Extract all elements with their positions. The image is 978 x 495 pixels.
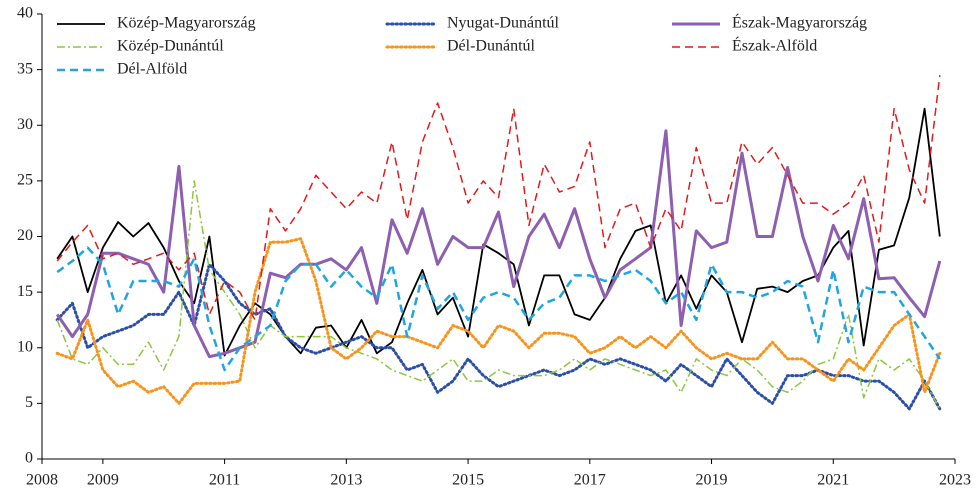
legend-label: Közép-Dunántúl [117,38,224,55]
x-tick-label: 2015 [452,472,484,489]
series-line [56,180,941,410]
series-line [55,129,942,359]
series-line [55,237,942,405]
y-tick-label: 15 [17,283,33,300]
x-tick-label: 2019 [696,472,728,489]
x-tick-label: 2008 [26,472,58,489]
x-tick-label: 2013 [330,472,362,489]
y-tick-label: 25 [17,172,33,189]
x-tick-label: 2011 [209,472,240,489]
x-tick-label: 2017 [574,472,606,489]
y-tick-label: 10 [17,338,33,355]
legend-label: Nyugat-Dunántúl [447,15,560,32]
y-tick-label: 5 [25,394,33,411]
series-line [55,262,942,411]
x-tick-label: 2021 [817,472,849,489]
legend-label: Észak-Magyarország [732,13,867,32]
legend-label: Közép-Magyarország [117,15,256,32]
legend-label: Észak-Alföld [732,36,817,55]
series-line [56,246,941,372]
y-tick-label: 20 [17,227,33,244]
series-line [56,107,941,357]
x-tick-label: 2023 [939,472,971,489]
y-tick-label: 0 [25,450,33,467]
x-tick-label: 2009 [87,472,119,489]
series-line [56,75,941,321]
y-tick-label: 35 [17,60,33,77]
y-tick-label: 40 [17,5,33,22]
legend-label: Dél-Alföld [117,61,187,78]
legend-label: Dél-Dunántúl [447,38,536,55]
y-tick-label: 30 [17,116,33,133]
